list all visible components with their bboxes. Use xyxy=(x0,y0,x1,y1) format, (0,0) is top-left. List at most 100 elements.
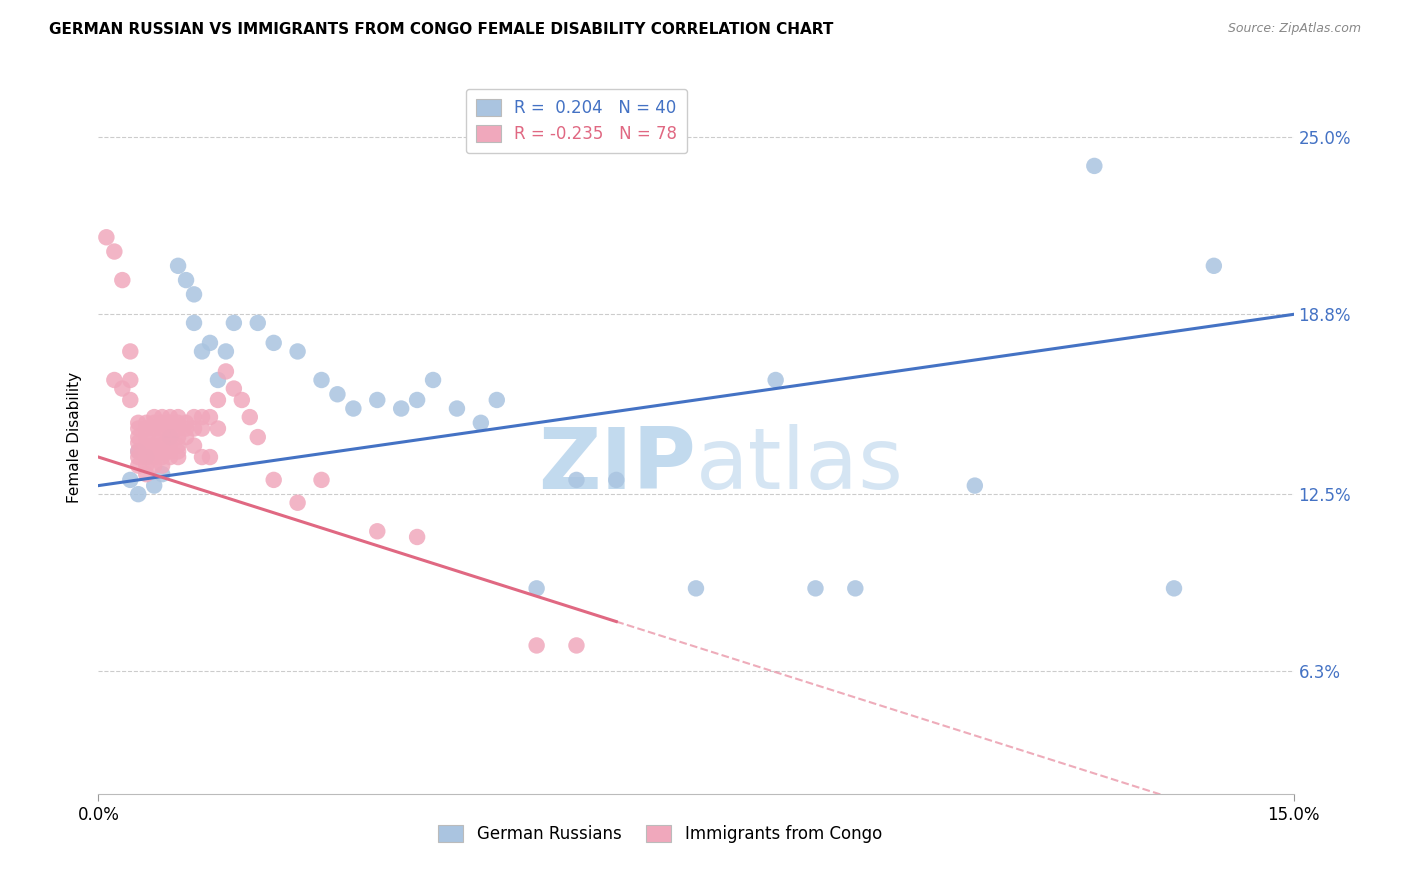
Point xyxy=(207,373,229,387)
Point xyxy=(159,439,181,453)
Point xyxy=(844,582,866,596)
Y-axis label: Female Disability: Female Disability xyxy=(67,371,83,503)
Point xyxy=(366,524,388,539)
Point xyxy=(183,421,205,435)
Point xyxy=(239,410,262,425)
Point xyxy=(191,410,214,425)
Point xyxy=(198,450,221,464)
Point xyxy=(143,450,166,464)
Point xyxy=(207,421,229,435)
Text: GERMAN RUSSIAN VS IMMIGRANTS FROM CONGO FEMALE DISABILITY CORRELATION CHART: GERMAN RUSSIAN VS IMMIGRANTS FROM CONGO … xyxy=(49,22,834,37)
Point xyxy=(135,450,157,464)
Point xyxy=(120,473,142,487)
Point xyxy=(287,496,309,510)
Point xyxy=(167,439,190,453)
Point xyxy=(159,430,181,444)
Point xyxy=(765,373,787,387)
Point xyxy=(143,416,166,430)
Point xyxy=(526,582,548,596)
Point xyxy=(167,416,190,430)
Point xyxy=(127,450,149,464)
Point xyxy=(135,467,157,482)
Point xyxy=(406,530,429,544)
Point xyxy=(135,421,157,435)
Point xyxy=(198,410,221,425)
Point xyxy=(135,458,157,473)
Point xyxy=(143,458,166,473)
Point xyxy=(127,421,149,435)
Point xyxy=(159,416,181,430)
Point xyxy=(127,458,149,473)
Point xyxy=(150,410,173,425)
Point xyxy=(1202,259,1225,273)
Point xyxy=(526,639,548,653)
Point xyxy=(150,416,173,430)
Point xyxy=(366,392,388,407)
Point xyxy=(159,430,181,444)
Point xyxy=(685,582,707,596)
Point xyxy=(174,430,197,444)
Point xyxy=(120,392,142,407)
Point xyxy=(150,444,173,458)
Point xyxy=(127,416,149,430)
Point xyxy=(263,335,285,350)
Text: ZIP: ZIP xyxy=(538,424,696,508)
Point xyxy=(470,416,492,430)
Point xyxy=(263,473,285,487)
Point xyxy=(215,364,238,378)
Point xyxy=(326,387,349,401)
Point xyxy=(342,401,364,416)
Point xyxy=(174,421,197,435)
Point xyxy=(191,344,214,359)
Point xyxy=(135,450,157,464)
Point xyxy=(111,273,134,287)
Point xyxy=(143,439,166,453)
Point xyxy=(311,473,333,487)
Point xyxy=(143,430,166,444)
Point xyxy=(183,316,205,330)
Point xyxy=(422,373,444,387)
Point xyxy=(605,473,627,487)
Point xyxy=(135,439,157,453)
Point xyxy=(150,467,173,482)
Point xyxy=(183,287,205,301)
Point xyxy=(135,416,157,430)
Point xyxy=(174,416,197,430)
Point xyxy=(389,401,412,416)
Point xyxy=(143,478,166,492)
Point xyxy=(311,373,333,387)
Point xyxy=(167,259,190,273)
Point xyxy=(127,444,149,458)
Point xyxy=(565,639,588,653)
Point xyxy=(159,421,181,435)
Point xyxy=(150,458,173,473)
Point xyxy=(191,450,214,464)
Point xyxy=(150,439,173,453)
Point xyxy=(246,316,269,330)
Point xyxy=(96,230,118,244)
Point xyxy=(127,430,149,444)
Point xyxy=(231,392,253,407)
Point xyxy=(150,421,173,435)
Point xyxy=(565,473,588,487)
Point xyxy=(127,435,149,450)
Point xyxy=(167,410,190,425)
Point xyxy=(963,478,986,492)
Point xyxy=(135,430,157,444)
Text: Source: ZipAtlas.com: Source: ZipAtlas.com xyxy=(1227,22,1361,36)
Legend: German Russians, Immigrants from Congo: German Russians, Immigrants from Congo xyxy=(432,818,889,850)
Point xyxy=(159,444,181,458)
Point xyxy=(120,344,142,359)
Point xyxy=(120,373,142,387)
Point xyxy=(246,430,269,444)
Point xyxy=(191,421,214,435)
Point xyxy=(150,450,173,464)
Point xyxy=(103,373,125,387)
Point xyxy=(167,430,190,444)
Point xyxy=(804,582,827,596)
Point xyxy=(143,410,166,425)
Point xyxy=(1163,582,1185,596)
Point xyxy=(198,335,221,350)
Point xyxy=(406,392,429,407)
Point xyxy=(159,410,181,425)
